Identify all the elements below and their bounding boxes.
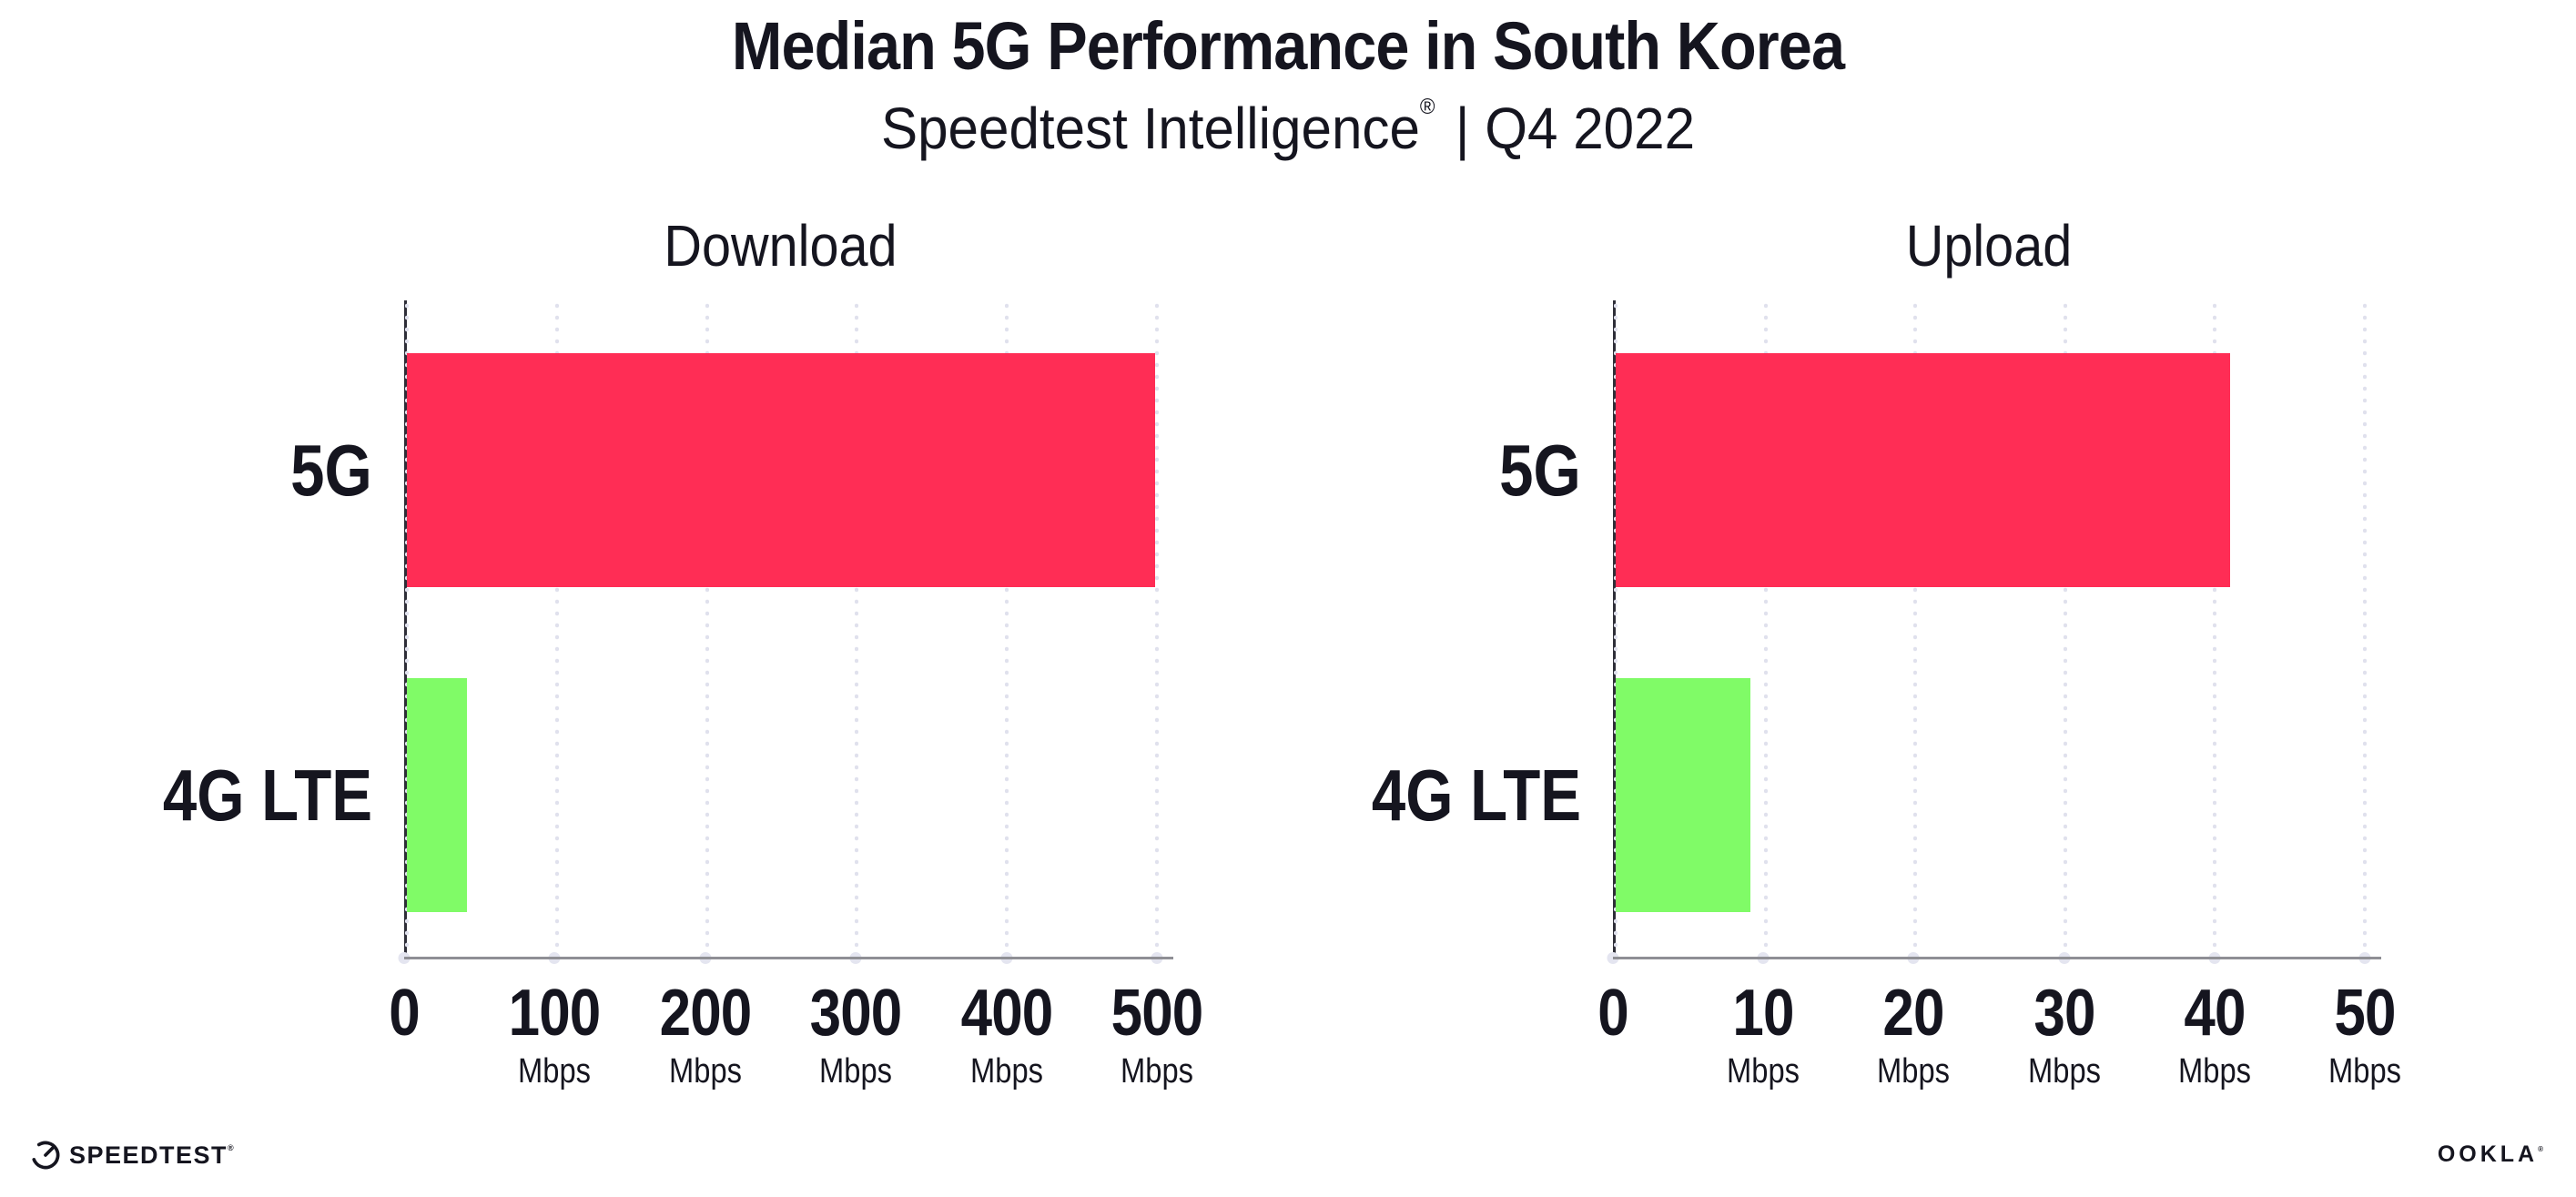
- x-tick-20: 20 Mbps: [1877, 980, 1950, 1089]
- page-subtitle: Speedtest Intelligence® | Q4 2022: [77, 95, 2499, 162]
- x-tick-value: 50: [2334, 977, 2396, 1050]
- x-tick-400: 400 Mbps: [960, 977, 1053, 1090]
- upload-plot-area: [1613, 300, 2367, 959]
- x-tick-unit: Mbps: [1121, 1052, 1193, 1090]
- download-bar-5g: [407, 352, 1156, 587]
- x-tick-unit: Mbps: [2177, 1052, 2251, 1090]
- x-tick-unit: Mbps: [668, 1052, 742, 1090]
- x-tick-unit: Mbps: [2328, 1052, 2401, 1090]
- x-tick-value: 100: [509, 977, 602, 1050]
- gridline-200: [705, 300, 709, 959]
- x-tick-value: 10: [1732, 977, 1795, 1050]
- x-tick-30: 30 Mbps: [2028, 980, 2101, 1089]
- x-tick-unit: Mbps: [819, 1052, 893, 1090]
- x-tick-unit: Mbps: [518, 1052, 592, 1090]
- x-tick-unit: Mbps: [2027, 1052, 2101, 1090]
- upload-category-label-5g: 5G: [1499, 429, 1581, 511]
- download-bar-4g-lte: [407, 678, 467, 913]
- ookla-registered-mark-icon: ®: [2538, 1145, 2543, 1153]
- registered-mark-icon: ®: [1419, 95, 1435, 119]
- x-tick-unit: Mbps: [1727, 1052, 1800, 1090]
- x-tick-unit: Mbps: [969, 1052, 1043, 1090]
- gridline-100: [554, 300, 559, 959]
- gridline-30: [2063, 300, 2067, 959]
- gridline-400: [1005, 300, 1009, 959]
- download-category-label-4g-lte: 4G LTE: [162, 754, 372, 836]
- x-tick-value: 500: [1111, 977, 1204, 1050]
- subtitle-brand: Speedtest Intelligence: [880, 96, 1420, 161]
- gridline-300: [855, 300, 859, 959]
- upload-chart: Upload 5G 4G LTE 0 10 Mbps 20 Mbps 30 Mbps 40 Mb…: [1372, 217, 2401, 1089]
- x-tick-200: 200 Mbps: [659, 977, 752, 1090]
- download-category-label-5g: 5G: [290, 429, 372, 511]
- gridline-10: [1763, 300, 1768, 959]
- x-tick-40: 40 Mbps: [2178, 980, 2251, 1089]
- speedtest-logo-text: SPEEDTEST®: [69, 1141, 234, 1169]
- download-x-axis-ticks: 0 100 Mbps 200 Mbps 300 Mbps 400 Mbps 500 Mbps: [389, 959, 1203, 1113]
- gridline-50: [2363, 300, 2367, 959]
- x-tick-value: 40: [2184, 977, 2246, 1050]
- upload-chart-title: Upload: [1905, 213, 2073, 279]
- page-title: Median 5G Performance in South Korea: [731, 8, 1845, 84]
- gridline-0: [1614, 300, 1618, 959]
- x-tick-value: 20: [1882, 977, 1945, 1050]
- x-tick-10: 10 Mbps: [1727, 980, 1800, 1089]
- download-chart: Download 5G 4G LTE 0 100 Mbps 200 Mbps 300 Mbp…: [163, 217, 1203, 1089]
- x-tick-value: 400: [960, 977, 1053, 1050]
- speedtest-registered-mark-icon: ®: [228, 1142, 234, 1152]
- x-tick-value: 300: [809, 977, 903, 1050]
- speedtest-gauge-icon: [31, 1141, 60, 1170]
- subtitle-period: | Q4 2022: [1455, 96, 1696, 161]
- x-tick-unit: Mbps: [1877, 1052, 1951, 1090]
- upload-x-axis-ticks: 0 10 Mbps 20 Mbps 30 Mbps 40 Mbps 50 Mbps: [1597, 959, 2401, 1113]
- x-tick-100: 100 Mbps: [509, 977, 602, 1090]
- ookla-logo: OOKLA®: [2438, 1143, 2543, 1166]
- gridline-0: [405, 300, 409, 959]
- x-tick-0: 0: [1597, 980, 1628, 1046]
- x-tick-value: 200: [659, 977, 752, 1050]
- gridline-20: [1913, 300, 1918, 959]
- gridline-40: [2213, 300, 2217, 959]
- speedtest-logo: SPEEDTEST®: [30, 1140, 234, 1171]
- download-plot-area: [404, 300, 1159, 959]
- upload-bar-4g-lte: [1616, 678, 1751, 913]
- ookla-wordmark: OOKLA: [2437, 1141, 2539, 1167]
- upload-x-axis-line: [1613, 957, 2381, 959]
- download-chart-title: Download: [664, 213, 898, 279]
- x-tick-value: 0: [389, 977, 420, 1050]
- upload-category-label-4g-lte: 4G LTE: [1371, 754, 1581, 836]
- upload-bar-5g: [1616, 352, 2230, 587]
- x-tick-300: 300 Mbps: [809, 977, 903, 1090]
- speedtest-wordmark: SPEEDTEST: [69, 1141, 228, 1169]
- x-tick-500: 500 Mbps: [1111, 977, 1204, 1090]
- x-tick-50: 50 Mbps: [2328, 980, 2401, 1089]
- x-tick-0: 0: [389, 980, 420, 1046]
- x-tick-value: 30: [2033, 977, 2095, 1050]
- gridline-500: [1155, 300, 1159, 959]
- x-tick-value: 0: [1597, 977, 1628, 1050]
- download-x-axis-line: [404, 957, 1173, 959]
